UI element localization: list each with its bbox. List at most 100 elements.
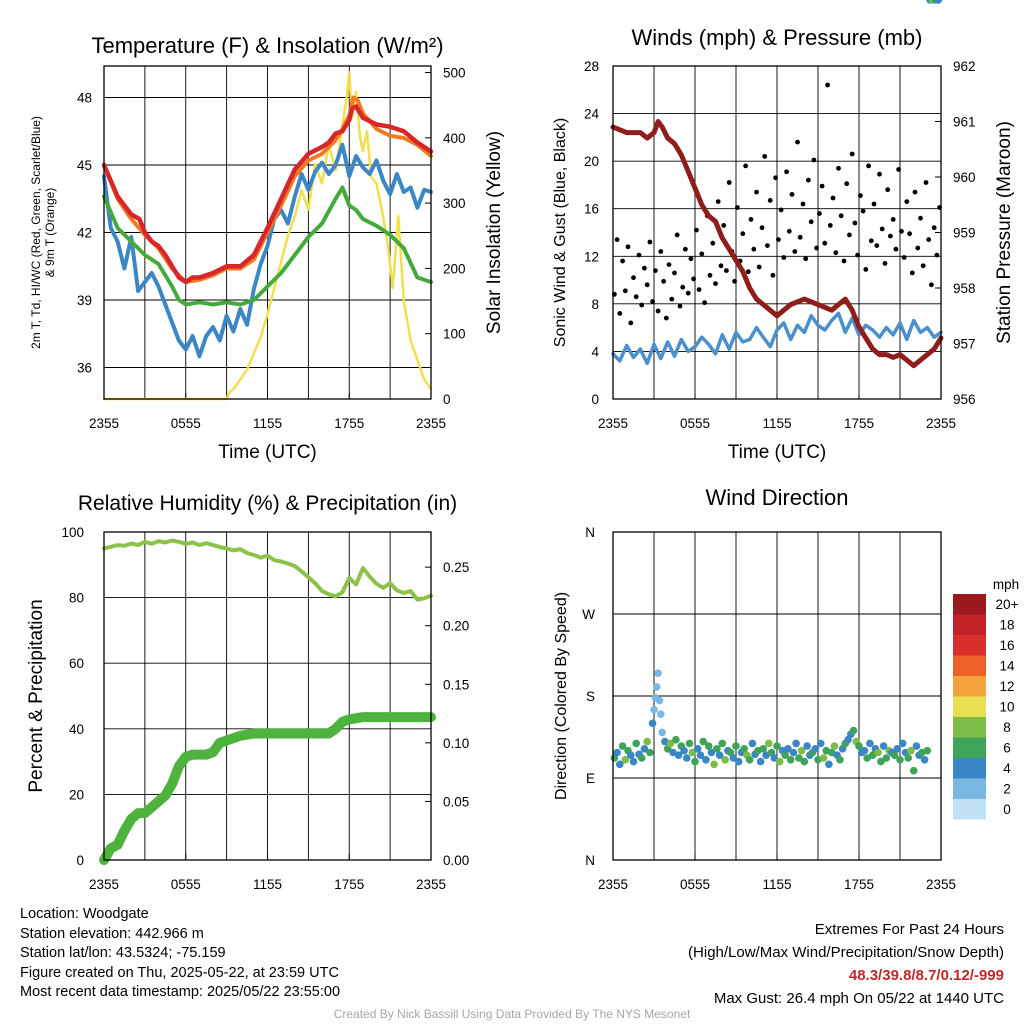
x-tick-label: 0555	[171, 877, 201, 892]
gust-point	[661, 278, 666, 284]
direction-point	[860, 746, 869, 755]
gust-point	[642, 265, 647, 271]
gust-point	[748, 217, 754, 222]
legend-label: 4	[1003, 761, 1011, 776]
gust-point	[633, 294, 639, 300]
gust-point	[762, 154, 768, 159]
gust-point	[896, 167, 901, 172]
gust-point	[879, 226, 885, 232]
gust-point	[849, 151, 855, 157]
gust-point	[631, 275, 636, 281]
direction-point	[775, 757, 784, 766]
y-tick-label: W	[582, 607, 595, 622]
direction-point	[680, 746, 688, 755]
gust-point	[644, 282, 650, 288]
direction-point	[800, 757, 809, 766]
direction-point	[707, 748, 716, 757]
y2-tick-label: 962	[953, 59, 976, 74]
gust-point	[814, 245, 819, 251]
direction-point	[729, 754, 738, 762]
gust-point	[622, 288, 628, 294]
gust-point	[931, 225, 937, 231]
gust-point	[795, 139, 800, 145]
gust-point	[672, 270, 677, 276]
x-tick-label: 2355	[598, 877, 628, 892]
y-tick-label: 24	[584, 107, 600, 122]
gust-point	[773, 175, 778, 181]
gust-point	[784, 169, 789, 175]
gust-point	[915, 245, 921, 251]
gust-point	[786, 228, 792, 234]
gust-point	[743, 163, 748, 169]
gust-point	[860, 208, 866, 214]
gust-point	[696, 287, 702, 292]
gust-point	[893, 246, 899, 252]
y-tick-label: 16	[584, 202, 599, 217]
gust-point	[658, 249, 664, 254]
direction-point	[784, 745, 792, 753]
direction-point	[759, 745, 768, 753]
gust-point	[636, 252, 642, 258]
direction-point	[825, 760, 833, 769]
gust-point	[663, 315, 669, 321]
y2-tick-label: 958	[953, 281, 976, 296]
humidity-line	[102, 538, 433, 602]
direction-point	[912, 742, 921, 750]
x-tick-label: 0555	[171, 416, 201, 431]
legend-swatch	[953, 696, 986, 717]
direction-point	[866, 739, 874, 748]
direction-point	[683, 754, 691, 762]
direction-point	[773, 742, 781, 750]
direction-point	[688, 748, 697, 757]
y2-tick-label: 400	[443, 131, 466, 146]
gust-point	[806, 177, 811, 183]
gust-point	[683, 246, 688, 252]
gust-point	[871, 201, 877, 207]
y2-axis-label: Solar Insolation (Yellow)	[484, 131, 505, 334]
gust-point	[691, 276, 696, 282]
y2-tick-label: 300	[443, 196, 466, 211]
figure-created: Figure created on Thu, 2025-05-22, at 23…	[20, 964, 339, 981]
direction-point	[882, 754, 891, 762]
direction-point	[849, 726, 858, 735]
gust-point	[770, 272, 776, 278]
panel-frame	[103, 65, 432, 400]
legend-label: 18	[999, 618, 1014, 633]
gust-point	[797, 234, 803, 240]
gust-point	[874, 243, 880, 249]
direction-point	[696, 751, 705, 759]
gust-point	[767, 198, 773, 203]
legend-label: 6	[1003, 741, 1011, 756]
direction-point	[654, 669, 662, 677]
y-tick-label: 60	[69, 656, 84, 671]
credit-line: Created By Nick Bassill Using Data Provi…	[333, 1007, 691, 1021]
precip-line	[99, 712, 436, 865]
gust-point	[647, 239, 653, 245]
direction-point	[907, 746, 915, 755]
direction-point	[789, 748, 798, 757]
direction-point	[874, 748, 882, 757]
gust-point	[926, 237, 932, 243]
direction-point	[898, 739, 907, 748]
y-tick-label: S	[586, 689, 595, 704]
legend-label: 8	[1003, 720, 1011, 735]
gust-point	[756, 264, 762, 270]
x-tick-label: 1155	[253, 877, 282, 892]
legend-label: 12	[999, 679, 1014, 694]
y-tick-label: 80	[69, 591, 84, 606]
direction-point	[710, 760, 718, 769]
x-tick-label: 2355	[598, 416, 628, 431]
direction-point	[819, 754, 828, 762]
direction-point	[795, 754, 803, 762]
legend-swatch	[953, 594, 986, 615]
recent-data-timestamp: Most recent data timestamp: 2025/05/22 2…	[20, 984, 341, 1000]
direction-point	[877, 757, 885, 766]
direction-point	[909, 766, 918, 775]
x-tick-label: 1755	[844, 877, 874, 892]
direction-point	[629, 757, 638, 766]
direction-point	[934, 0, 943, 4]
gust-point	[674, 232, 680, 238]
y-tick-label: N	[585, 525, 595, 540]
pressure-line	[610, 119, 944, 369]
gust-point	[789, 192, 795, 197]
